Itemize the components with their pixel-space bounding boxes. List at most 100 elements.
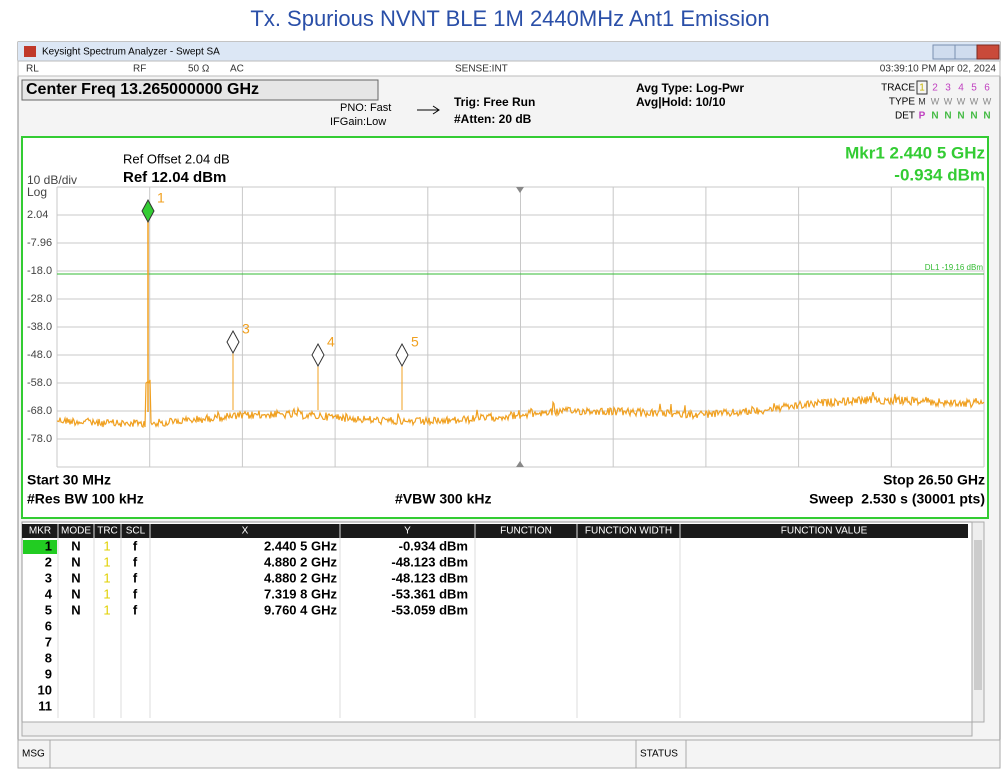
trace-type: W: [931, 96, 940, 106]
y-cell: -48.123 dBm: [391, 570, 468, 585]
stop-freq: Stop 26.50 GHz: [883, 472, 985, 488]
trig-icon: [417, 105, 440, 115]
marker-label: 4: [327, 334, 335, 350]
x-cell: 7.319 8 GHz: [264, 586, 337, 601]
pno: PNO: Fast: [340, 102, 391, 114]
trace: [56, 379, 985, 429]
maximize-button[interactable]: [954, 44, 978, 60]
scale-type: Log: [27, 185, 47, 199]
minimize-button[interactable]: [932, 44, 956, 60]
trc-cell: 1: [103, 602, 110, 617]
column-header: SCL: [126, 526, 146, 537]
trace-1-box: [916, 80, 928, 95]
trace-type: W: [970, 96, 979, 106]
column-header: MODE: [61, 526, 91, 537]
scl-cell: f: [133, 602, 138, 617]
app-icon: [24, 46, 36, 57]
trc-cell: 1: [103, 554, 110, 569]
marker-label: 5: [411, 334, 419, 350]
column-header: MKR: [29, 526, 51, 537]
y-tick-label: -7.96: [27, 237, 52, 249]
mode-cell: N: [71, 586, 80, 601]
mkr-cell: 4: [45, 586, 53, 601]
atten: #Atten: 20 dB: [454, 112, 532, 126]
trace-type: W: [944, 96, 953, 106]
trace-det: N: [931, 111, 938, 122]
title-bar: [18, 42, 1000, 61]
x-cell: 4.880 2 GHz: [264, 570, 337, 585]
column-header: Y: [404, 526, 411, 537]
mkr-cell: 8: [45, 650, 52, 665]
y-tick-label: -78.0: [27, 433, 52, 445]
trace-det: P: [919, 111, 926, 122]
marker-freq: Mkr1 2.440 5 GHz: [845, 143, 985, 162]
horizontal-scrollbar[interactable]: [21, 721, 973, 737]
scroll-thumb[interactable]: [974, 540, 982, 690]
center-freq: Center Freq 13.265000000 GHz: [26, 81, 259, 98]
status-label: STATUS: [640, 749, 678, 760]
avg-type: Avg Type: Log-Pwr: [636, 81, 744, 95]
ref-offset: Ref Offset 2.04 dB: [123, 151, 230, 166]
mkr-cell: 2: [45, 554, 52, 569]
marker: [395, 342, 409, 368]
close-button[interactable]: [976, 44, 1000, 60]
y-cell: -53.059 dBm: [391, 602, 468, 617]
message-bar: [17, 739, 1001, 769]
y-tick-label: -48.0: [27, 349, 52, 361]
y-tick-label: -68.0: [27, 405, 52, 417]
marker: [226, 329, 240, 355]
det-label: DET: [895, 111, 915, 122]
marker: [141, 198, 155, 224]
y-tick-label: -18.0: [27, 265, 52, 277]
mkr-cell: 6: [45, 618, 52, 633]
trace-det: N: [983, 111, 990, 122]
trace-num: 6: [984, 83, 990, 94]
trace-det: N: [944, 111, 951, 122]
mkr-cell: 10: [38, 682, 52, 697]
scl-cell: f: [133, 586, 138, 601]
trace-num: 2: [932, 83, 938, 94]
trig: Trig: Free Run: [454, 95, 535, 109]
status-item: 50 Ω: [188, 64, 210, 75]
marker-amp: -0.934 dBm: [894, 165, 985, 184]
trace-det: N: [970, 111, 977, 122]
mode-cell: N: [71, 538, 80, 553]
trace-num: 3: [945, 83, 951, 94]
ifgain: IFGain:Low: [330, 116, 386, 128]
trace-label: TRACE: [881, 83, 915, 94]
status-strip: [17, 60, 1001, 77]
trace-type: W: [983, 96, 992, 106]
vbw: #VBW 300 kHz: [395, 491, 491, 507]
scl-cell: f: [133, 570, 138, 585]
sweep: Sweep 2.530 s (30001 pts): [809, 491, 985, 507]
trace-num: 4: [958, 83, 964, 94]
type-label: TYPE: [889, 97, 915, 108]
y-tick-label: -38.0: [27, 321, 52, 333]
status-item: SENSE:INT: [455, 64, 508, 75]
marker-table: [21, 521, 973, 723]
y-tick-label: 2.04: [27, 209, 48, 221]
y-cell: -48.123 dBm: [391, 554, 468, 569]
y-cell: -0.934 dBm: [399, 538, 468, 553]
selected-cell: [23, 540, 57, 554]
column-header: TRC: [97, 526, 118, 537]
page-title: Tx. Spurious NVNT BLE 1M 2440MHz Ant1 Em…: [250, 6, 769, 31]
y-tick-label: -58.0: [27, 377, 52, 389]
trace-type: M: [918, 96, 926, 106]
trace-type: W: [957, 96, 966, 106]
status-time: 03:39:10 PM Apr 02, 2024: [880, 64, 997, 75]
marker: [311, 342, 325, 368]
status-item: RL: [26, 64, 39, 75]
column-header: FUNCTION: [500, 526, 552, 537]
window-title: Keysight Spectrum Analyzer - Swept SA: [42, 47, 220, 58]
start-freq: Start 30 MHz: [27, 472, 111, 488]
mode-cell: N: [71, 554, 80, 569]
trace-det: N: [957, 111, 964, 122]
avg-hold: Avg|Hold: 10/10: [636, 95, 726, 109]
center-freq-box: [21, 79, 379, 101]
mkr-cell: 1: [45, 538, 52, 553]
x-cell: 4.880 2 GHz: [264, 554, 337, 569]
trc-cell: 1: [103, 570, 110, 585]
scl-cell: f: [133, 554, 138, 569]
